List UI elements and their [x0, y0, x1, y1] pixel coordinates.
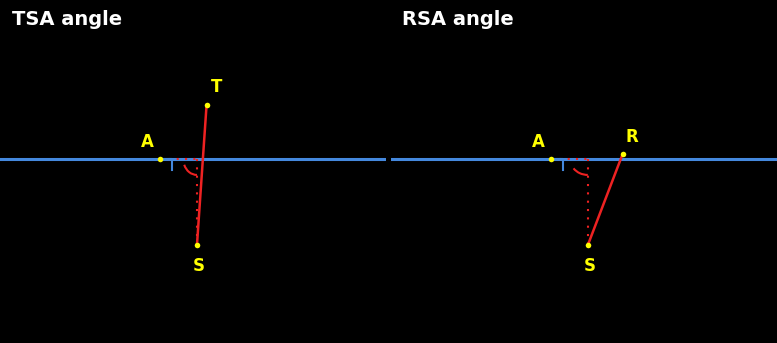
Text: T: T: [211, 78, 222, 96]
Text: A: A: [141, 133, 154, 151]
Text: A: A: [531, 133, 545, 151]
Text: TSA angle: TSA angle: [12, 10, 122, 29]
Text: S: S: [584, 257, 596, 275]
Text: RSA angle: RSA angle: [402, 10, 514, 29]
Text: R: R: [625, 128, 639, 146]
Text: S: S: [193, 257, 205, 275]
